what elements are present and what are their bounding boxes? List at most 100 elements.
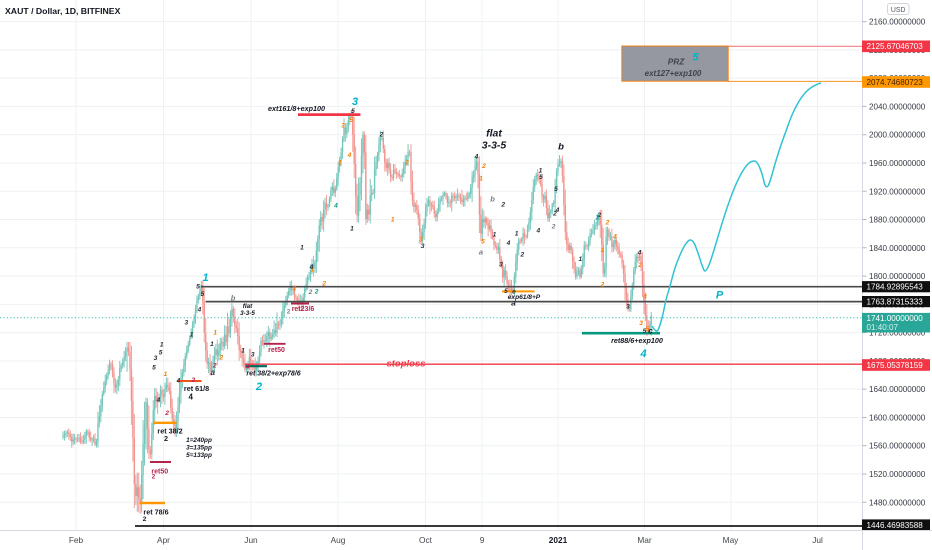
svg-text:4: 4 xyxy=(245,364,250,371)
svg-text:1560.00000000: 1560.00000000 xyxy=(869,442,926,451)
svg-text:4: 4 xyxy=(642,294,647,301)
svg-text:2040.00000000: 2040.00000000 xyxy=(869,102,926,111)
svg-text:2: 2 xyxy=(552,211,557,218)
svg-text:1=240pp: 1=240pp xyxy=(186,437,212,444)
svg-text:4: 4 xyxy=(506,240,511,247)
svg-text:3: 3 xyxy=(499,262,503,269)
svg-text:1: 1 xyxy=(493,232,497,239)
svg-text:1763.87315333: 1763.87315333 xyxy=(867,298,924,307)
svg-text:5: 5 xyxy=(152,365,156,372)
svg-text:4: 4 xyxy=(176,378,181,385)
svg-text:2: 2 xyxy=(605,220,610,227)
svg-text:5: 5 xyxy=(201,291,205,298)
svg-text:Feb: Feb xyxy=(69,535,84,545)
svg-text:1800.00000000: 1800.00000000 xyxy=(869,272,926,281)
svg-text:1: 1 xyxy=(241,348,245,355)
svg-text:ret 38/2: ret 38/2 xyxy=(157,427,182,436)
svg-text:2125.67046703: 2125.67046703 xyxy=(867,42,924,51)
svg-text:b: b xyxy=(558,142,564,153)
svg-text:2: 2 xyxy=(152,474,156,481)
svg-text:1675.05378159: 1675.05378159 xyxy=(867,361,924,370)
svg-text:01:40:07: 01:40:07 xyxy=(867,323,899,332)
svg-text:5: 5 xyxy=(646,326,650,333)
svg-text:ret 78/6: ret 78/6 xyxy=(143,508,168,517)
svg-text:1640.00000000: 1640.00000000 xyxy=(869,385,926,394)
svg-text:2160.00000000: 2160.00000000 xyxy=(869,18,926,27)
svg-text:5: 5 xyxy=(554,186,558,193)
svg-text:2: 2 xyxy=(596,212,601,219)
svg-text:3: 3 xyxy=(626,304,630,311)
svg-text:3: 3 xyxy=(419,237,423,244)
svg-text:2: 2 xyxy=(190,377,195,384)
svg-text:ret50: ret50 xyxy=(151,469,168,476)
svg-text:Jun: Jun xyxy=(244,535,258,545)
svg-text:flat: flat xyxy=(486,128,502,140)
svg-text:ret 38/2+exp78/6: ret 38/2+exp78/6 xyxy=(246,371,300,378)
svg-text:1: 1 xyxy=(160,342,164,349)
svg-text:1: 1 xyxy=(202,272,208,284)
svg-text:1: 1 xyxy=(479,176,483,183)
svg-text:5: 5 xyxy=(539,174,543,181)
svg-text:exp61/8+P: exp61/8+P xyxy=(508,294,541,301)
svg-text:2: 2 xyxy=(218,355,223,362)
svg-text:1: 1 xyxy=(164,371,168,378)
svg-text:1520.00000000: 1520.00000000 xyxy=(869,470,926,479)
svg-text:3: 3 xyxy=(251,352,255,359)
svg-text:4: 4 xyxy=(333,203,338,210)
svg-text:3-3-5: 3-3-5 xyxy=(240,310,255,317)
svg-text:2: 2 xyxy=(321,281,326,288)
svg-text:2: 2 xyxy=(212,363,217,370)
svg-text:2: 2 xyxy=(404,160,409,167)
svg-text:1720.00000000: 1720.00000000 xyxy=(869,329,926,338)
svg-text:4: 4 xyxy=(347,152,352,159)
svg-text:3: 3 xyxy=(639,320,643,327)
svg-text:1: 1 xyxy=(539,168,543,175)
svg-text:a: a xyxy=(210,368,215,377)
svg-text:4: 4 xyxy=(156,397,161,404)
svg-text:2: 2 xyxy=(600,282,605,289)
svg-text:1: 1 xyxy=(190,332,194,339)
svg-text:c: c xyxy=(648,326,653,336)
svg-text:1: 1 xyxy=(578,256,582,263)
svg-text:e: e xyxy=(512,289,516,296)
svg-text:5: 5 xyxy=(196,284,200,291)
svg-text:Apr: Apr xyxy=(157,535,170,545)
svg-text:5: 5 xyxy=(692,52,699,64)
svg-text:2: 2 xyxy=(637,262,642,269)
svg-text:2: 2 xyxy=(500,202,505,209)
svg-text:1741.00000000: 1741.00000000 xyxy=(867,314,924,323)
svg-text:3: 3 xyxy=(184,320,188,327)
svg-text:PRZ: PRZ xyxy=(668,57,686,67)
svg-text:4: 4 xyxy=(197,307,202,314)
svg-text:flat: flat xyxy=(243,303,253,310)
svg-text:4: 4 xyxy=(555,207,560,214)
svg-text:5: 5 xyxy=(504,288,508,295)
svg-text:ret 61/8: ret 61/8 xyxy=(184,384,209,393)
svg-text:Oct: Oct xyxy=(419,535,433,545)
svg-text:3: 3 xyxy=(292,286,296,293)
svg-text:1: 1 xyxy=(391,217,395,224)
svg-text:1: 1 xyxy=(338,160,342,167)
svg-text:4: 4 xyxy=(474,154,479,161)
svg-text:a: a xyxy=(511,298,516,308)
svg-text:1446.46983588: 1446.46983588 xyxy=(867,521,924,530)
svg-text:2: 2 xyxy=(519,252,524,259)
svg-text:1920.00000000: 1920.00000000 xyxy=(869,187,926,196)
svg-text:P: P xyxy=(716,290,724,302)
svg-text:Mar: Mar xyxy=(637,535,652,545)
svg-text:2: 2 xyxy=(379,132,384,139)
svg-text:1480.00000000: 1480.00000000 xyxy=(869,498,926,507)
svg-text:5: 5 xyxy=(481,239,485,246)
svg-text:1: 1 xyxy=(350,226,354,233)
svg-text:a: a xyxy=(479,248,483,257)
svg-text:4: 4 xyxy=(309,264,314,271)
svg-text:USD: USD xyxy=(891,7,906,14)
svg-text:5=133pp: 5=133pp xyxy=(186,452,212,459)
svg-text:3: 3 xyxy=(352,96,358,108)
svg-text:4: 4 xyxy=(639,348,646,360)
svg-text:2: 2 xyxy=(481,163,486,170)
svg-text:ret88/6+exp100: ret88/6+exp100 xyxy=(611,336,663,345)
svg-text:2: 2 xyxy=(314,289,319,296)
svg-text:4: 4 xyxy=(188,393,193,402)
svg-text:1960.00000000: 1960.00000000 xyxy=(869,159,926,168)
